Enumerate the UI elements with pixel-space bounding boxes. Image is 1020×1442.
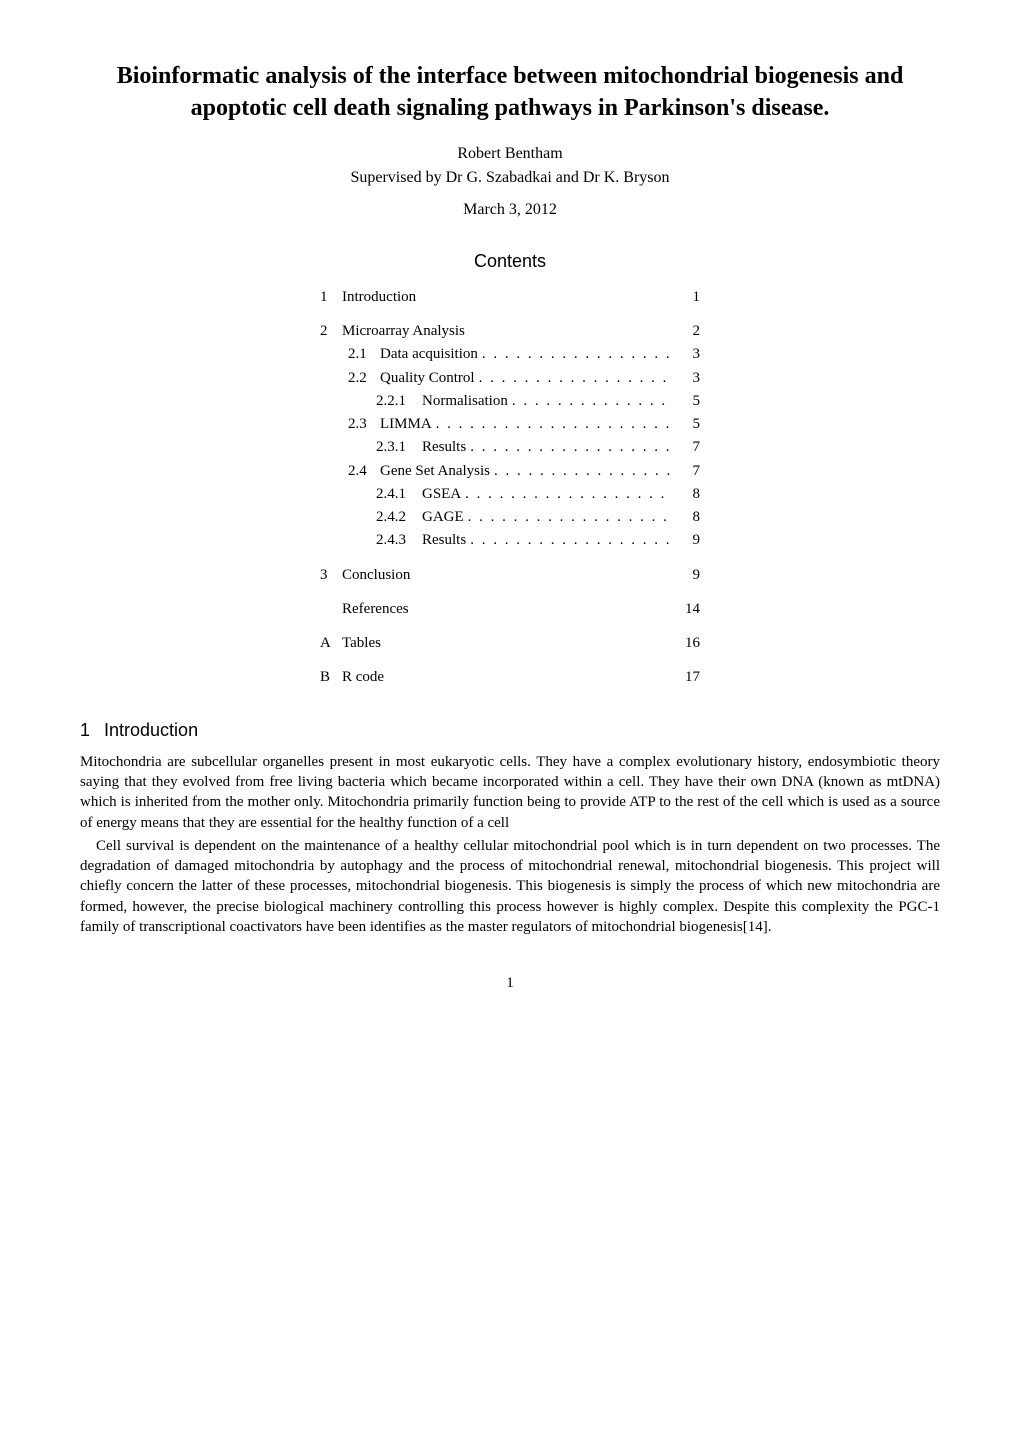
toc-entry: 3Conclusion 9 <box>320 565 700 585</box>
toc-entry-number: 2.3 <box>348 414 380 434</box>
section-number: 1 <box>80 718 90 742</box>
toc-entry-label: GAGE <box>422 507 464 527</box>
toc-entry-number: B <box>320 667 342 687</box>
toc-entry-label: R code <box>342 667 384 687</box>
toc-entry-number: A <box>320 633 342 653</box>
intro-paragraph-1: Mitochondria are subcellular organelles … <box>80 752 940 833</box>
supervised-by: Supervised by Dr G. Szabadkai and Dr K. … <box>80 167 940 189</box>
toc-entry-page: 7 <box>676 461 700 481</box>
toc-entry-page: 5 <box>676 414 700 434</box>
toc-dots <box>465 484 672 504</box>
toc-entry-label: LIMMA <box>380 414 432 434</box>
toc-dots <box>479 368 672 388</box>
toc-entry-label: Results <box>422 530 466 550</box>
intro-paragraph-2: Cell survival is dependent on the mainte… <box>80 836 940 937</box>
toc-entry-label: Microarray Analysis <box>342 321 465 341</box>
toc-entry-page: 14 <box>676 599 700 619</box>
toc-entry-label: Data acquisition <box>380 344 478 364</box>
toc-entry: 2.1Data acquisition 3 <box>320 344 700 364</box>
toc-dots <box>512 391 672 411</box>
toc-entry-page: 9 <box>676 530 700 550</box>
toc-dots <box>482 344 672 364</box>
toc-entry-number: 2 <box>320 321 342 341</box>
section-heading-introduction: 1 Introduction <box>80 718 940 742</box>
toc-entry-page: 7 <box>676 437 700 457</box>
toc-entry-page: 8 <box>676 507 700 527</box>
toc-dots <box>470 437 672 457</box>
toc-entry-number: 2.4.3 <box>376 530 422 550</box>
toc-dots <box>436 414 672 434</box>
toc-entry: ATables 16 <box>320 633 700 653</box>
toc-entry-page: 2 <box>676 321 700 341</box>
toc-entry-page: 16 <box>676 633 700 653</box>
document-date: March 3, 2012 <box>80 199 940 221</box>
toc-entry: 2.4.3Results 9 <box>320 530 700 550</box>
section-title: Introduction <box>104 720 198 740</box>
toc-entry: 1Introduction1 <box>320 287 700 307</box>
toc-entry-label: Conclusion <box>342 565 410 585</box>
toc-entry-number: 2.1 <box>348 344 380 364</box>
table-of-contents: 1Introduction12Microarray Analysis22.1Da… <box>320 287 700 688</box>
toc-entry: BR code 17 <box>320 667 700 687</box>
toc-entry: 2.4.2GAGE 8 <box>320 507 700 527</box>
toc-entry-page: 8 <box>676 484 700 504</box>
toc-entry-label: Quality Control <box>380 368 475 388</box>
toc-entry-page: 3 <box>676 344 700 364</box>
toc-entry-label: Introduction <box>342 287 416 307</box>
toc-entry-number <box>320 599 342 619</box>
toc-entry-label: Gene Set Analysis <box>380 461 490 481</box>
toc-entry-label: References <box>342 599 409 619</box>
toc-entry-number: 2.2.1 <box>376 391 422 411</box>
toc-entry: 2.4Gene Set Analysis 7 <box>320 461 700 481</box>
toc-entry-number: 2.4 <box>348 461 380 481</box>
document-title: Bioinformatic analysis of the interface … <box>80 60 940 125</box>
toc-entry-number: 2.3.1 <box>376 437 422 457</box>
toc-entry-page: 3 <box>676 368 700 388</box>
toc-entry-number: 2.4.1 <box>376 484 422 504</box>
toc-entry-label: Results <box>422 437 466 457</box>
toc-dots <box>468 507 672 527</box>
toc-entry: 2.3LIMMA 5 <box>320 414 700 434</box>
toc-dots <box>470 530 672 550</box>
toc-entry-number: 3 <box>320 565 342 585</box>
toc-entry-page: 5 <box>676 391 700 411</box>
toc-entry-label: GSEA <box>422 484 461 504</box>
toc-entry-page: 9 <box>676 565 700 585</box>
toc-entry-page: 17 <box>676 667 700 687</box>
page-number: 1 <box>80 973 940 993</box>
toc-entry: 2.4.1GSEA 8 <box>320 484 700 504</box>
toc-entry: 2.2.1Normalisation 5 <box>320 391 700 411</box>
contents-heading: Contents <box>80 249 940 273</box>
toc-entry: 2Microarray Analysis2 <box>320 321 700 341</box>
toc-entry-number: 2.2 <box>348 368 380 388</box>
toc-entry-number: 2.4.2 <box>376 507 422 527</box>
toc-entry-label: Normalisation <box>422 391 508 411</box>
toc-entry-label: Tables <box>342 633 381 653</box>
toc-entry-page: 1 <box>676 287 700 307</box>
toc-entry: References 14 <box>320 599 700 619</box>
toc-dots <box>494 461 672 481</box>
toc-entry: 2.3.1Results 7 <box>320 437 700 457</box>
toc-entry: 2.2Quality Control 3 <box>320 368 700 388</box>
author-name: Robert Bentham <box>80 143 940 165</box>
toc-entry-number: 1 <box>320 287 342 307</box>
